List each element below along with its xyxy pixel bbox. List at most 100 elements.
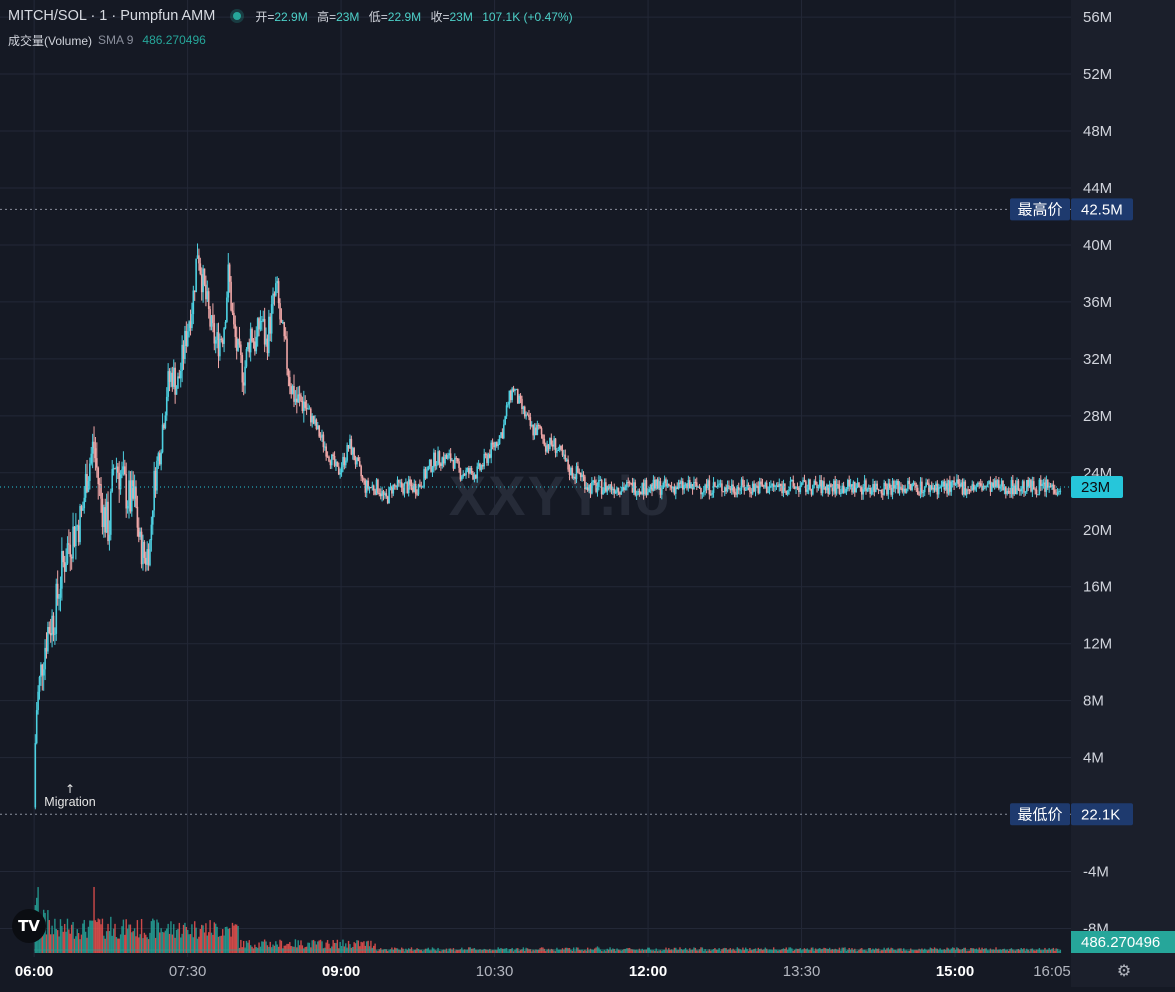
candle-body bbox=[789, 480, 792, 490]
volume-bar bbox=[473, 948, 476, 953]
candle-body bbox=[349, 438, 351, 449]
candle-body bbox=[627, 482, 630, 484]
volume-bar bbox=[54, 918, 56, 953]
candle-body bbox=[108, 534, 111, 542]
candle-body bbox=[111, 469, 114, 492]
candle-body bbox=[821, 481, 824, 494]
volume-bar bbox=[613, 948, 615, 953]
y-tick-label: 44M bbox=[1083, 180, 1112, 197]
volume-bar bbox=[852, 950, 855, 953]
candle-body bbox=[296, 398, 298, 403]
legend-main-row: MITCH/SOL · 1 · Pumpfun AMM 开=22.9M 高=23… bbox=[8, 7, 573, 25]
volume-bar bbox=[935, 948, 937, 953]
candle-body bbox=[483, 453, 486, 467]
candle-body bbox=[922, 492, 925, 494]
candle-body bbox=[751, 483, 754, 494]
candle-body bbox=[995, 480, 997, 487]
volume-bar bbox=[263, 939, 266, 953]
candle-body bbox=[768, 487, 771, 492]
volume-bar bbox=[912, 950, 915, 953]
candle-body bbox=[599, 479, 602, 481]
volume-bar bbox=[314, 941, 316, 953]
volume-bar bbox=[417, 948, 420, 953]
volume-bar bbox=[965, 951, 968, 953]
volume-bar bbox=[353, 942, 355, 953]
migration-arrow: ↑ bbox=[65, 782, 75, 796]
candle-body bbox=[956, 479, 958, 483]
candle-body bbox=[86, 474, 88, 492]
volume-bar bbox=[711, 949, 713, 953]
volume-bar bbox=[921, 948, 923, 953]
candle-body bbox=[626, 482, 628, 488]
volume-bar bbox=[458, 950, 460, 953]
candle-body bbox=[1024, 491, 1027, 493]
candle-body bbox=[125, 474, 128, 509]
volume-bar bbox=[782, 948, 785, 953]
candle-body bbox=[659, 481, 662, 495]
candle-body bbox=[816, 484, 818, 489]
candle-body bbox=[252, 341, 255, 343]
volume-bar bbox=[1023, 948, 1025, 953]
candle-body bbox=[620, 490, 623, 495]
volume-bar bbox=[753, 948, 755, 953]
volume-bar bbox=[735, 951, 737, 953]
gear-icon[interactable]: ⚙ bbox=[1116, 963, 1132, 980]
candle-body bbox=[904, 488, 906, 493]
candle-body bbox=[722, 491, 725, 493]
volume-bar bbox=[326, 940, 329, 953]
candle-body bbox=[858, 482, 860, 488]
volume-bar bbox=[717, 949, 719, 953]
volume-bar bbox=[529, 949, 532, 953]
time-axis[interactable] bbox=[0, 957, 1071, 987]
candle-body bbox=[51, 615, 53, 636]
volume-bar bbox=[212, 934, 214, 953]
volume-bar bbox=[697, 950, 699, 953]
volume-indicator-label[interactable]: 成交量(Volume) bbox=[8, 33, 93, 48]
tradingview-logo-icon[interactable]: TV bbox=[12, 909, 46, 943]
candle-body bbox=[628, 482, 631, 484]
candle-body bbox=[398, 479, 400, 483]
candle-body bbox=[782, 483, 785, 494]
candle-body bbox=[354, 460, 357, 465]
candle-body bbox=[753, 483, 755, 492]
candle-body bbox=[247, 342, 249, 349]
volume-bar bbox=[428, 950, 431, 953]
candle-body bbox=[223, 328, 225, 344]
volume-bar bbox=[76, 929, 78, 953]
volume-bar bbox=[988, 950, 990, 953]
candle-body bbox=[1021, 481, 1024, 489]
candle-body bbox=[104, 507, 107, 533]
candle-body bbox=[970, 490, 972, 492]
candle-body bbox=[316, 425, 319, 430]
candle-body bbox=[582, 474, 585, 477]
candle-body bbox=[1005, 486, 1007, 494]
volume-bar bbox=[374, 943, 376, 953]
volume-bar bbox=[971, 948, 973, 953]
candle-body bbox=[588, 484, 590, 491]
volume-bar bbox=[286, 943, 288, 953]
volume-bar bbox=[426, 948, 428, 953]
volume-bar bbox=[894, 950, 897, 953]
candle-body bbox=[944, 483, 947, 490]
candle-body bbox=[379, 493, 382, 497]
candle-body bbox=[442, 457, 445, 464]
volume-bar bbox=[806, 948, 808, 953]
candle-body bbox=[441, 457, 444, 466]
volume-bar bbox=[633, 949, 635, 953]
symbol-title[interactable]: MITCH/SOL · 1 · Pumpfun AMM bbox=[8, 8, 216, 24]
candle-body bbox=[1059, 490, 1062, 492]
candle-body bbox=[935, 483, 937, 491]
candle-body bbox=[37, 691, 39, 711]
volume-bar bbox=[581, 949, 583, 953]
candle-body bbox=[656, 479, 659, 489]
candle-body bbox=[393, 484, 396, 486]
axis-corner bbox=[1071, 957, 1175, 987]
candle-body bbox=[54, 633, 56, 635]
volume-bar bbox=[518, 951, 520, 953]
volume-bar bbox=[687, 950, 690, 953]
candle-body bbox=[1013, 485, 1016, 495]
candle-body bbox=[998, 480, 1000, 489]
volume-bar bbox=[950, 948, 952, 953]
